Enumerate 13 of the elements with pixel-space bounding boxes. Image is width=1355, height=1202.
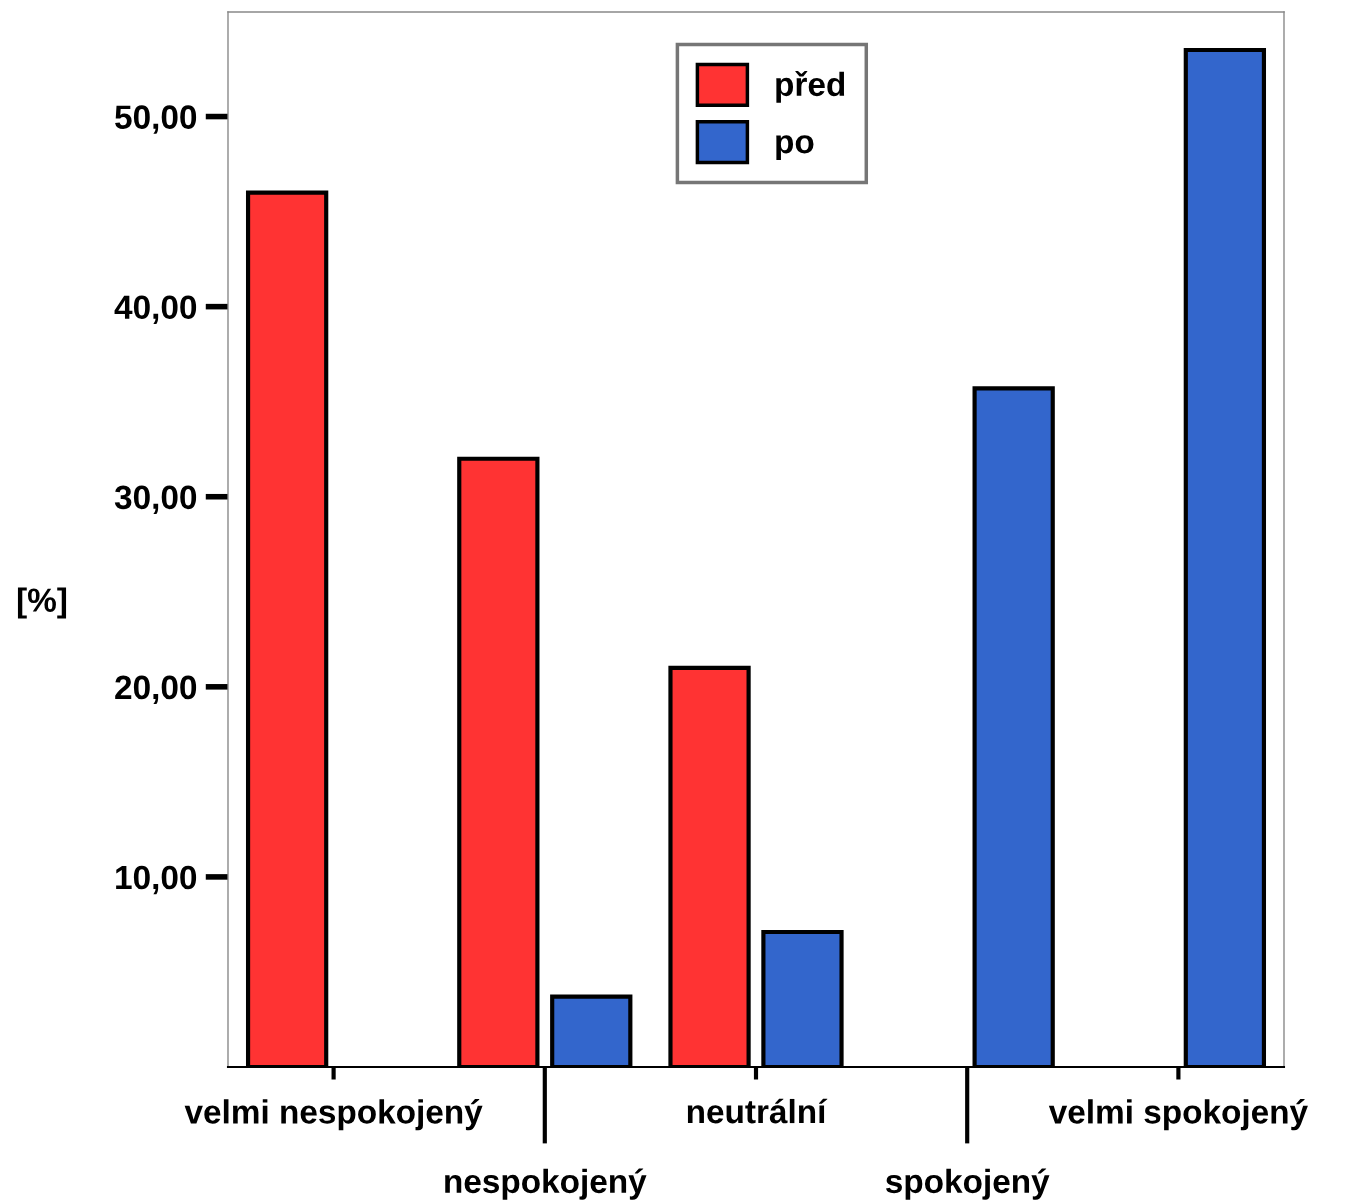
legend-label: před [776, 70, 845, 103]
x-tick-label: nespokojený [445, 1168, 647, 1200]
x-tick-label: velmi nespokojený [184, 1098, 483, 1131]
x-tick-label: velmi spokojený [1048, 1098, 1308, 1131]
x-tick-label: neutrální [687, 1098, 828, 1124]
y-tick-label: 10,00 [116, 865, 197, 895]
y-axis-title: [%] [17, 587, 67, 619]
y-tick-label: 30,00 [114, 485, 197, 514]
x-tick-label: spokojený [885, 1168, 1050, 1200]
y-tick-label: 20,00 [115, 675, 197, 705]
legend-label: po [776, 135, 814, 161]
y-tick-label: 50,00 [115, 105, 197, 134]
y-tick-label: 40,00 [114, 295, 197, 324]
